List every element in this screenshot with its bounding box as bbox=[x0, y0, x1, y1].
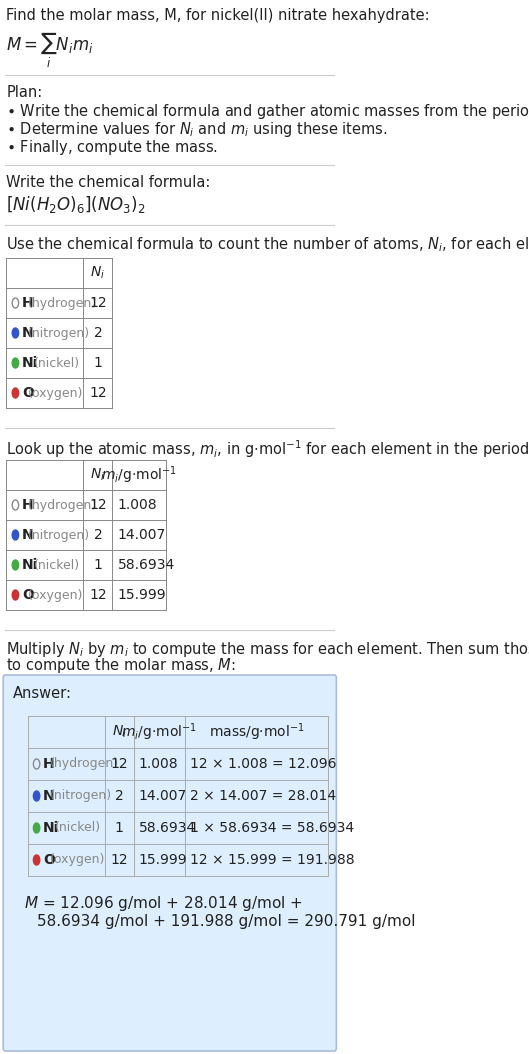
Text: $\bullet$ Determine values for $N_i$ and $m_i$ using these items.: $\bullet$ Determine values for $N_i$ and… bbox=[6, 120, 388, 139]
Text: 58.6934: 58.6934 bbox=[117, 558, 175, 572]
Text: to compute the molar mass, $M$:: to compute the molar mass, $M$: bbox=[6, 656, 236, 675]
Circle shape bbox=[33, 790, 40, 801]
Text: 12: 12 bbox=[89, 497, 107, 512]
Text: 1: 1 bbox=[115, 821, 123, 835]
Text: $m_i$/g$\cdot$mol$^{-1}$: $m_i$/g$\cdot$mol$^{-1}$ bbox=[101, 464, 177, 486]
Circle shape bbox=[12, 530, 19, 540]
Text: 2 × 14.007 = 28.014: 2 × 14.007 = 28.014 bbox=[190, 789, 336, 803]
Text: $N_i$: $N_i$ bbox=[90, 265, 105, 281]
Text: N: N bbox=[43, 789, 54, 803]
Text: Multiply $N_i$ by $m_i$ to compute the mass for each element. Then sum those val: Multiply $N_i$ by $m_i$ to compute the m… bbox=[6, 640, 529, 659]
Text: N: N bbox=[22, 326, 33, 340]
Circle shape bbox=[33, 855, 40, 865]
Text: Look up the atomic mass, $m_i$, in g$\cdot$mol$^{-1}$ for each element in the pe: Look up the atomic mass, $m_i$, in g$\cd… bbox=[6, 438, 529, 460]
Text: 12: 12 bbox=[89, 386, 107, 401]
Text: 1: 1 bbox=[94, 356, 102, 370]
Circle shape bbox=[12, 590, 19, 600]
Text: 2: 2 bbox=[115, 789, 123, 803]
Text: 14.007: 14.007 bbox=[117, 528, 166, 542]
Text: 12 × 1.008 = 12.096: 12 × 1.008 = 12.096 bbox=[190, 757, 336, 770]
Text: 15.999: 15.999 bbox=[117, 588, 166, 602]
Text: Plan:: Plan: bbox=[6, 85, 43, 100]
Text: O: O bbox=[43, 853, 55, 867]
Text: N: N bbox=[22, 528, 33, 542]
Text: $N_i$: $N_i$ bbox=[90, 467, 105, 483]
Text: (nitrogen): (nitrogen) bbox=[28, 327, 90, 339]
Text: Ni: Ni bbox=[43, 821, 59, 835]
FancyBboxPatch shape bbox=[3, 675, 336, 1051]
Text: O: O bbox=[22, 588, 34, 602]
Text: (oxygen): (oxygen) bbox=[28, 588, 84, 602]
Text: H: H bbox=[22, 497, 33, 512]
Circle shape bbox=[12, 560, 19, 570]
Text: $N_i$: $N_i$ bbox=[112, 724, 126, 740]
Circle shape bbox=[12, 358, 19, 368]
Text: (oxygen): (oxygen) bbox=[49, 854, 105, 866]
Text: 12: 12 bbox=[89, 588, 107, 602]
Text: 12: 12 bbox=[89, 296, 107, 310]
Text: O: O bbox=[22, 386, 34, 401]
Text: (nickel): (nickel) bbox=[33, 356, 79, 370]
Text: 12: 12 bbox=[110, 853, 128, 867]
Text: 2: 2 bbox=[94, 528, 102, 542]
Text: Ni: Ni bbox=[22, 558, 38, 572]
Circle shape bbox=[12, 328, 19, 338]
Text: 58.6934 g/mol + 191.988 g/mol = 290.791 g/mol: 58.6934 g/mol + 191.988 g/mol = 290.791 … bbox=[37, 914, 416, 929]
Text: 12: 12 bbox=[110, 757, 128, 770]
Text: 1.008: 1.008 bbox=[139, 757, 178, 770]
Text: (hydrogen): (hydrogen) bbox=[28, 499, 97, 511]
Text: (hydrogen): (hydrogen) bbox=[49, 758, 118, 770]
Text: (nitrogen): (nitrogen) bbox=[28, 528, 90, 542]
Text: Use the chemical formula to count the number of atoms, $N_i$, for each element:: Use the chemical formula to count the nu… bbox=[6, 235, 529, 254]
Text: Answer:: Answer: bbox=[13, 686, 72, 701]
Text: (nickel): (nickel) bbox=[33, 559, 79, 571]
Text: 1: 1 bbox=[94, 558, 102, 572]
Text: Find the molar mass, M, for nickel(II) nitrate hexahydrate:: Find the molar mass, M, for nickel(II) n… bbox=[6, 8, 430, 23]
Text: $M = \sum_i N_i m_i$: $M = \sum_i N_i m_i$ bbox=[6, 30, 94, 70]
Text: $m_i$/g$\cdot$mol$^{-1}$: $m_i$/g$\cdot$mol$^{-1}$ bbox=[121, 721, 197, 743]
Circle shape bbox=[33, 823, 40, 833]
Text: $M$ = 12.096 g/mol + 28.014 g/mol +: $M$ = 12.096 g/mol + 28.014 g/mol + bbox=[24, 894, 303, 913]
Circle shape bbox=[12, 388, 19, 398]
Text: $\bullet$ Finally, compute the mass.: $\bullet$ Finally, compute the mass. bbox=[6, 138, 218, 157]
Text: $[Ni(H_2O)_6](NO_3)_2$: $[Ni(H_2O)_6](NO_3)_2$ bbox=[6, 194, 146, 215]
Text: $\bullet$ Write the chemical formula and gather atomic masses from the periodic : $\bullet$ Write the chemical formula and… bbox=[6, 102, 529, 121]
Text: Write the chemical formula:: Write the chemical formula: bbox=[6, 175, 211, 190]
Text: (nitrogen): (nitrogen) bbox=[49, 789, 112, 802]
Text: 12 × 15.999 = 191.988: 12 × 15.999 = 191.988 bbox=[190, 853, 354, 867]
Text: H: H bbox=[43, 757, 54, 770]
Text: (oxygen): (oxygen) bbox=[28, 387, 84, 399]
Text: 1 × 58.6934 = 58.6934: 1 × 58.6934 = 58.6934 bbox=[190, 821, 354, 835]
Text: mass/g$\cdot$mol$^{-1}$: mass/g$\cdot$mol$^{-1}$ bbox=[208, 721, 304, 743]
Text: 15.999: 15.999 bbox=[139, 853, 187, 867]
Text: 1.008: 1.008 bbox=[117, 497, 157, 512]
Text: 14.007: 14.007 bbox=[139, 789, 187, 803]
Text: (nickel): (nickel) bbox=[54, 821, 101, 835]
Text: (hydrogen): (hydrogen) bbox=[28, 296, 97, 310]
Text: H: H bbox=[22, 296, 33, 310]
Text: 58.6934: 58.6934 bbox=[139, 821, 196, 835]
Text: 2: 2 bbox=[94, 326, 102, 340]
Text: Ni: Ni bbox=[22, 356, 38, 370]
